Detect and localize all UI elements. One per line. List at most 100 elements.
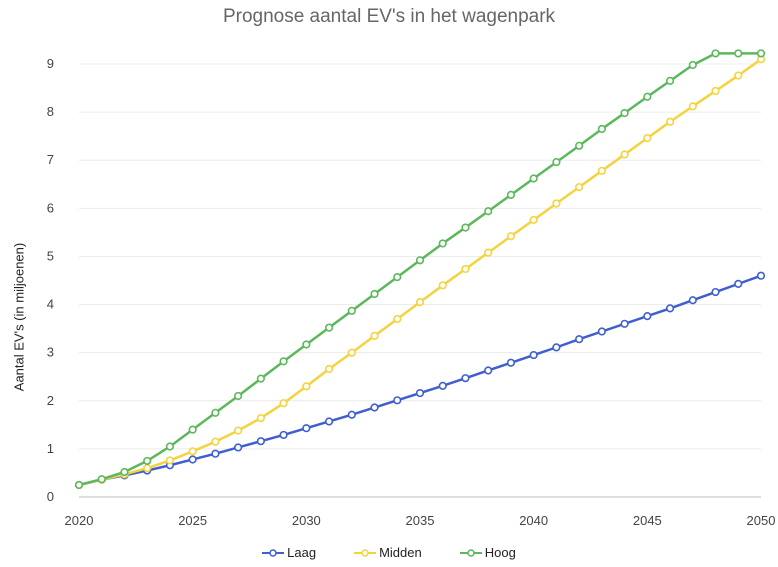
- data-point-midden: [165, 456, 175, 465]
- data-point-hoog: [74, 480, 84, 490]
- data-point-hoog: [370, 289, 379, 299]
- data-point-hoog: [279, 357, 288, 366]
- data-point-hoog: [120, 467, 129, 477]
- data-point-midden: [688, 102, 697, 111]
- data-point-midden: [393, 314, 402, 324]
- data-point-hoog: [688, 60, 697, 70]
- data-point-hoog: [506, 190, 516, 199]
- data-point-hoog: [234, 391, 243, 401]
- series-line-laag: [78, 274, 762, 487]
- x-tick-label: 2025: [178, 513, 207, 528]
- data-point-laag: [302, 424, 311, 433]
- data-point-laag: [256, 437, 265, 446]
- legend-swatch-midden: [354, 548, 377, 557]
- data-point-laag: [370, 403, 379, 412]
- data-point-hoog: [143, 456, 152, 466]
- data-point-laag: [438, 381, 447, 390]
- data-point-laag: [393, 396, 402, 405]
- data-point-hoog: [756, 49, 766, 58]
- data-point-midden: [506, 232, 516, 241]
- data-point-laag: [188, 455, 197, 464]
- data-point-hoog: [393, 273, 402, 282]
- data-point-midden: [188, 447, 197, 456]
- data-point-laag: [484, 366, 493, 375]
- y-tick-label: 3: [47, 345, 54, 360]
- data-point-hoog: [461, 223, 470, 232]
- data-point-hoog: [484, 207, 493, 216]
- data-point-laag: [756, 271, 766, 280]
- legend-label: Midden: [379, 545, 422, 560]
- data-point-midden: [597, 166, 606, 175]
- data-point-hoog: [643, 92, 652, 101]
- data-point-hoog: [597, 124, 606, 134]
- data-point-hoog: [188, 425, 197, 434]
- data-point-laag: [529, 350, 538, 360]
- data-point-laag: [506, 358, 516, 367]
- data-point-hoog: [97, 475, 106, 484]
- data-point-midden: [711, 86, 720, 96]
- data-point-midden: [484, 248, 493, 257]
- data-point-hoog: [347, 306, 356, 315]
- data-point-laag: [575, 335, 584, 344]
- data-point-midden: [734, 71, 743, 80]
- series-line-midden: [78, 58, 762, 487]
- y-tick-label: 0: [47, 489, 54, 504]
- series-line-hoog: [78, 52, 761, 487]
- legend-swatch-hoog: [459, 548, 482, 557]
- data-point-midden: [620, 150, 629, 159]
- data-point-laag: [279, 430, 288, 440]
- data-point-midden: [665, 117, 675, 126]
- data-point-midden: [302, 382, 311, 391]
- data-point-midden: [370, 331, 379, 340]
- data-point-midden: [256, 413, 265, 423]
- legend-item-midden: Midden: [354, 545, 422, 560]
- data-point-hoog: [256, 374, 265, 383]
- data-point-hoog: [324, 323, 334, 332]
- x-tick-label: 2030: [292, 513, 321, 528]
- data-point-hoog: [302, 340, 311, 349]
- legend-item-laag: Laag: [262, 545, 316, 560]
- data-point-hoog: [415, 256, 425, 265]
- legend-item-hoog: Hoog: [459, 545, 516, 560]
- y-tick-label: 6: [47, 200, 54, 215]
- y-tick-label: 8: [47, 104, 54, 119]
- data-point-laag: [552, 343, 561, 352]
- data-point-laag: [734, 279, 743, 288]
- data-point-laag: [211, 449, 220, 458]
- data-point-hoog: [575, 141, 584, 150]
- x-tick-label: 2045: [633, 513, 662, 528]
- data-point-laag: [324, 417, 334, 426]
- data-point-midden: [643, 133, 652, 143]
- data-point-midden: [552, 199, 561, 208]
- data-point-midden: [438, 281, 447, 290]
- y-tick-label: 9: [47, 56, 54, 71]
- data-point-laag: [597, 327, 606, 336]
- y-tick-label: 7: [47, 152, 54, 167]
- x-tick-label: 2040: [519, 513, 548, 528]
- y-tick-label: 1: [47, 441, 54, 456]
- y-tick-label: 4: [47, 297, 54, 312]
- data-point-midden: [415, 298, 425, 307]
- data-point-midden: [575, 183, 584, 192]
- data-point-midden: [234, 426, 243, 435]
- data-point-hoog: [734, 49, 743, 58]
- data-point-laag: [461, 374, 470, 383]
- data-point-laag: [620, 319, 629, 328]
- data-point-midden: [279, 399, 288, 408]
- data-point-hoog: [711, 49, 720, 58]
- data-point-laag: [234, 443, 243, 452]
- data-point-midden: [143, 464, 152, 473]
- data-point-laag: [688, 296, 697, 305]
- data-point-laag: [643, 312, 652, 321]
- data-point-hoog: [165, 442, 175, 451]
- data-point-laag: [347, 410, 356, 419]
- data-point-midden: [461, 264, 470, 274]
- data-point-laag: [415, 388, 425, 398]
- data-point-hoog: [529, 174, 538, 183]
- data-point-hoog: [620, 108, 629, 118]
- data-point-midden: [324, 364, 334, 374]
- data-point-laag: [665, 304, 675, 313]
- data-point-midden: [211, 437, 220, 446]
- legend: Laag Midden Hoog: [0, 545, 778, 560]
